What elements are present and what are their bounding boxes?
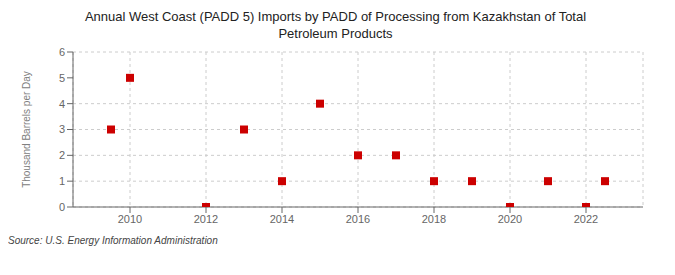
html-text:Annual West Coast (PADD 5) Imp: Annual West Coast (PADD 5) Imports by PA… <box>84 9 587 24</box>
svg-text:3: 3 <box>59 123 65 135</box>
html-text:Source: U.S. Energy Informatio: Source: U.S. Energy Information Administ… <box>8 235 218 246</box>
svg-text:4: 4 <box>59 98 65 110</box>
svg-text:2012: 2012 <box>194 213 218 225</box>
svg-text:5: 5 <box>59 72 65 84</box>
svg-text:2: 2 <box>59 149 65 161</box>
svg-text:2014: 2014 <box>270 213 294 225</box>
svg-text:Thousand Barrels per Day: Thousand Barrels per Day <box>21 71 32 188</box>
svg-text:2018: 2018 <box>422 213 446 225</box>
svg-text:1: 1 <box>59 175 65 187</box>
svg-text:2022: 2022 <box>574 213 598 225</box>
svg-text:0: 0 <box>59 201 65 213</box>
svg-text:2020: 2020 <box>498 213 522 225</box>
svg-text:2016: 2016 <box>346 213 370 225</box>
svg-text:2010: 2010 <box>118 213 142 225</box>
svg-text:6: 6 <box>59 46 65 58</box>
html-text:Petroleum Products: Petroleum Products <box>278 26 393 41</box>
